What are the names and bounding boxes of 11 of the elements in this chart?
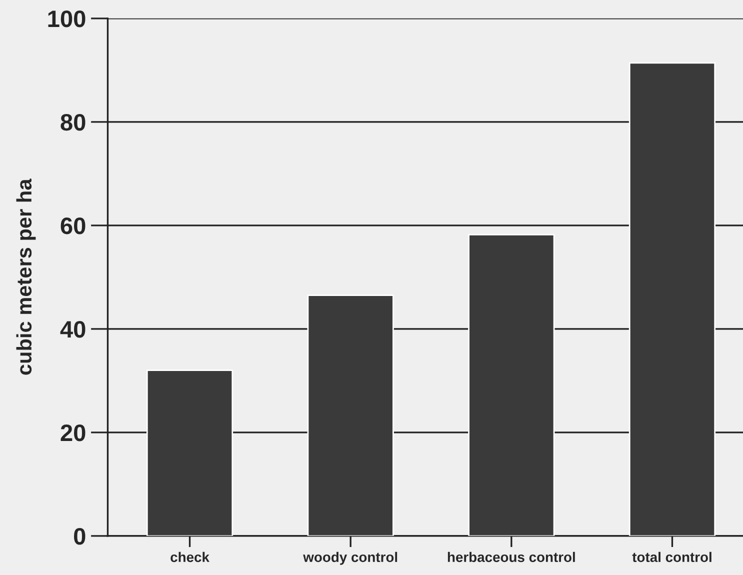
y-tick-label: 0 [74,528,86,545]
x-tick-label: woody control [303,552,398,565]
y-axis-title: cubic meters per ha [16,178,36,375]
y-tick-label: 20 [60,424,86,442]
y-tick-label: 100 [48,10,86,28]
y-tick-label: 40 [60,320,86,338]
x-tick-label: total control [632,552,712,562]
x-tick-label: check [170,552,210,562]
y-tick-label: 60 [60,217,86,234]
y-tick-label: 80 [60,114,86,131]
x-tick-label: herbaceous control [448,552,575,562]
